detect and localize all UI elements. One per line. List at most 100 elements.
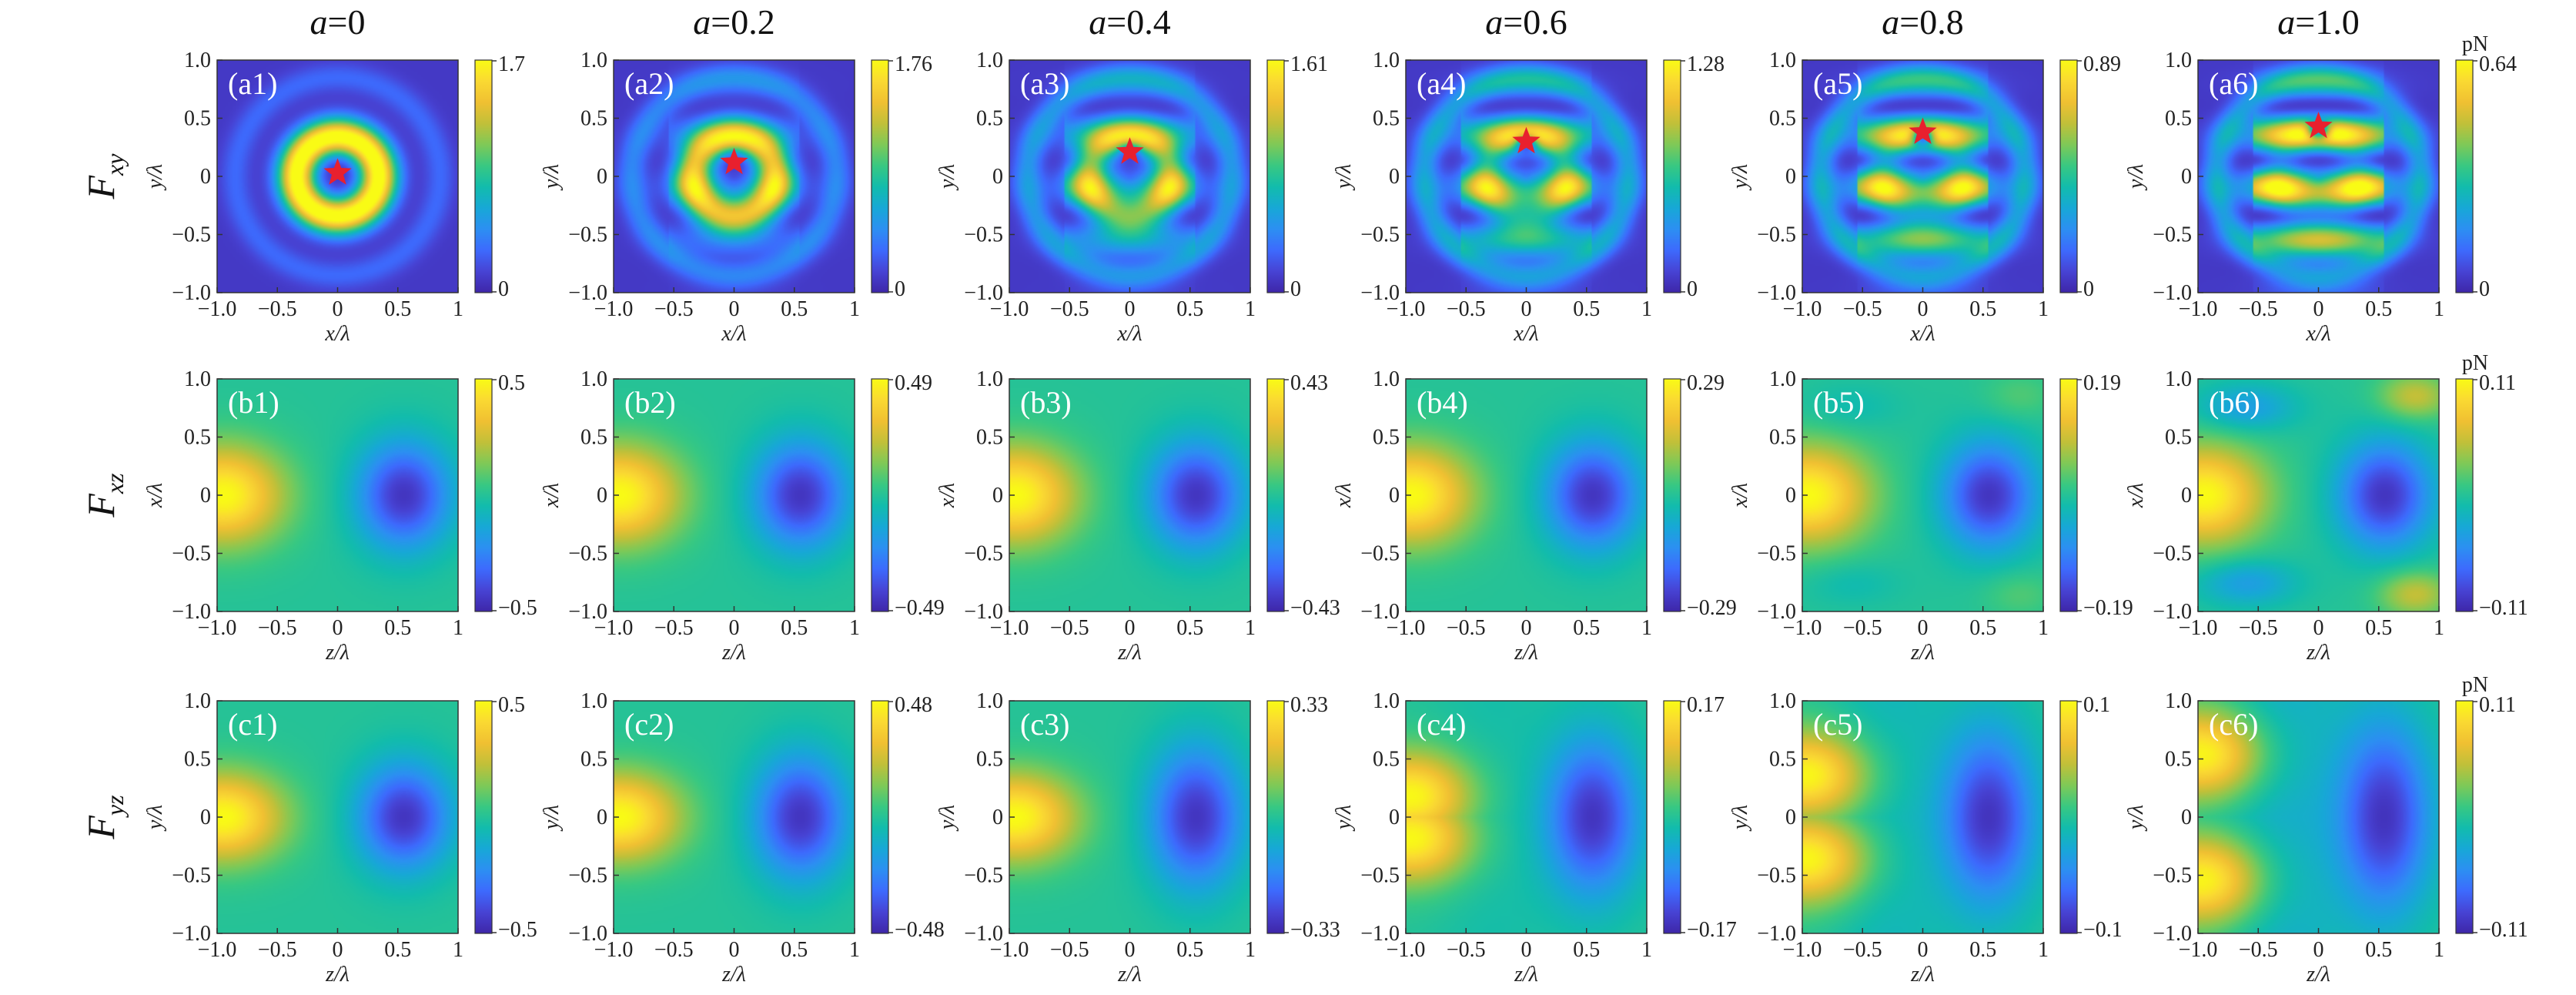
- colorbar: [474, 378, 493, 612]
- x-tick-label: 1: [1245, 616, 1256, 640]
- x-tick-label: −0.5: [258, 616, 297, 640]
- y-axis-label-group: x/λ: [143, 483, 167, 508]
- y-tick-label: 1.0: [184, 689, 211, 713]
- y-axis-label: y/λ: [143, 164, 167, 191]
- x-tick-label: 0.5: [1176, 938, 1203, 962]
- colorbar-min-label: −0.17: [1687, 918, 1737, 942]
- y-tick-label: 0: [597, 484, 607, 508]
- x-tick-label: 0: [1918, 938, 1929, 962]
- x-tick-label: 0.5: [1969, 297, 1996, 321]
- y-tick-label: 0.5: [580, 107, 607, 131]
- colorbar: [2059, 59, 2078, 293]
- x-axis-label: z/λ: [1910, 963, 1935, 987]
- x-tick-label: 0.5: [1969, 616, 1996, 640]
- column-header: a=0.6: [1485, 2, 1567, 42]
- panel-a6: (a6) −1.0 −0.5 0 0.5 1 1.0 0.5 0 −0.5 −1.0 x/λ y/λ 0.…: [2124, 32, 2517, 346]
- y-tick-label: 0: [1389, 165, 1400, 189]
- star-marker: [323, 158, 352, 185]
- y-axis-label-group: x/λ: [1728, 483, 1752, 508]
- row-label: Fxy: [79, 153, 129, 200]
- x-tick-label: 1: [453, 938, 463, 962]
- y-tick-label: 1.0: [1373, 49, 1400, 72]
- y-tick-label: 0: [200, 806, 211, 829]
- x-axis-label: x/λ: [2305, 322, 2330, 346]
- x-tick-label: 0.5: [1176, 297, 1203, 321]
- x-axis-label: z/λ: [721, 641, 746, 665]
- x-tick-label: 0.5: [2365, 616, 2392, 640]
- column-header-var: a: [2277, 2, 2295, 42]
- panel-a3: (a3) −1.0 −0.5 0 0.5 1 1.0 0.5 0 −0.5 −1.0 x/λ y/λ 1.…: [935, 49, 1328, 346]
- row-label: Fxz: [79, 473, 129, 518]
- heatmap-image: [614, 379, 855, 611]
- y-axis-label-group: y/λ: [143, 164, 167, 191]
- colorbar-unit-label: pN: [2462, 673, 2488, 697]
- y-axis-label: x/λ: [540, 483, 564, 508]
- y-tick-label: 0.5: [184, 426, 211, 450]
- x-tick-label: −0.5: [1050, 938, 1089, 962]
- y-axis-label: x/λ: [1332, 483, 1356, 508]
- colorbar-min-label: 0: [1687, 277, 1698, 301]
- y-tick-label: 0.5: [2165, 107, 2192, 131]
- x-axis-label: x/λ: [1909, 322, 1935, 346]
- x-tick-label: −1.0: [1387, 616, 1426, 640]
- panel-label: (c1): [228, 707, 277, 742]
- x-axis-label: z/λ: [721, 963, 746, 987]
- panel-a4: (a4) −1.0 −0.5 0 0.5 1 1.0 0.5 0 −0.5 −1.0 x/λ y/λ 1.…: [1332, 49, 1725, 346]
- y-tick-label: 1.0: [2165, 49, 2192, 72]
- x-tick-label: 0.5: [1969, 938, 1996, 962]
- column-header-var: a: [1089, 2, 1106, 42]
- y-tick-label: 0.5: [976, 426, 1003, 450]
- heatmap-image: [1802, 701, 2043, 933]
- x-tick-label: −1.0: [1783, 938, 1822, 962]
- colorbar-min-label: 0: [2479, 277, 2490, 301]
- row-label-main: F: [79, 494, 122, 518]
- colorbar-unit-label: pN: [2462, 32, 2488, 56]
- panel-label: (b3): [1020, 385, 1072, 420]
- x-axis-label: z/λ: [1117, 963, 1142, 987]
- x-axis-label: x/λ: [324, 322, 350, 346]
- colorbar: [1266, 59, 1285, 293]
- y-tick-label: 0.5: [1769, 107, 1796, 131]
- column-header-var: a: [1485, 2, 1503, 42]
- column-header-value: =0.2: [711, 2, 774, 42]
- colorbar-max-label: 0.5: [498, 371, 525, 395]
- y-tick-label: −1.0: [568, 922, 607, 946]
- panel-label: (a6): [2209, 66, 2258, 101]
- colorbar-max-label: 0.89: [2083, 52, 2121, 76]
- y-axis-label: y/λ: [540, 805, 564, 832]
- panel-label: (c4): [1417, 707, 1466, 742]
- x-tick-label: 0: [333, 938, 343, 962]
- y-axis-label: y/λ: [1728, 164, 1752, 191]
- x-tick-label: 1: [2038, 616, 2049, 640]
- y-tick-label: 0.5: [1373, 107, 1400, 131]
- y-tick-label: 0.5: [1373, 426, 1400, 450]
- y-tick-label: −0.5: [1757, 223, 1796, 247]
- y-tick-label: 0.5: [184, 107, 211, 131]
- row-label-main: F: [79, 816, 122, 840]
- panel-label: (c5): [1813, 707, 1862, 742]
- x-tick-label: 1: [2038, 297, 2049, 321]
- colorbar-max-label: 0.49: [895, 371, 932, 395]
- y-axis-label-group: y/λ: [1332, 164, 1356, 191]
- y-tick-label: −0.5: [568, 542, 607, 566]
- x-tick-label: −1.0: [594, 616, 634, 640]
- x-tick-label: −0.5: [1050, 297, 1089, 321]
- colorbar-max-label: 1.28: [1687, 52, 1725, 76]
- y-tick-label: −0.5: [1360, 542, 1400, 566]
- colorbar-min-label: −0.11: [2479, 596, 2528, 620]
- x-tick-label: 1: [1641, 297, 1652, 321]
- y-tick-label: 0: [1785, 484, 1796, 508]
- heatmap-image: [217, 379, 458, 611]
- x-tick-label: 1: [2434, 938, 2444, 962]
- heatmap-image: [2198, 701, 2439, 933]
- colorbar-min-label: −0.19: [2083, 596, 2133, 620]
- heatmap-image: [614, 60, 855, 293]
- x-tick-label: 1: [453, 297, 463, 321]
- row-label-text: Fxy: [79, 153, 129, 200]
- colorbar-min-label: −0.5: [498, 596, 537, 620]
- x-tick-label: 1: [2038, 938, 2049, 962]
- y-tick-label: −0.5: [2153, 542, 2192, 566]
- x-tick-label: −1.0: [594, 297, 634, 321]
- colorbar-min-label: 0: [498, 277, 509, 301]
- colorbar: [2455, 378, 2474, 612]
